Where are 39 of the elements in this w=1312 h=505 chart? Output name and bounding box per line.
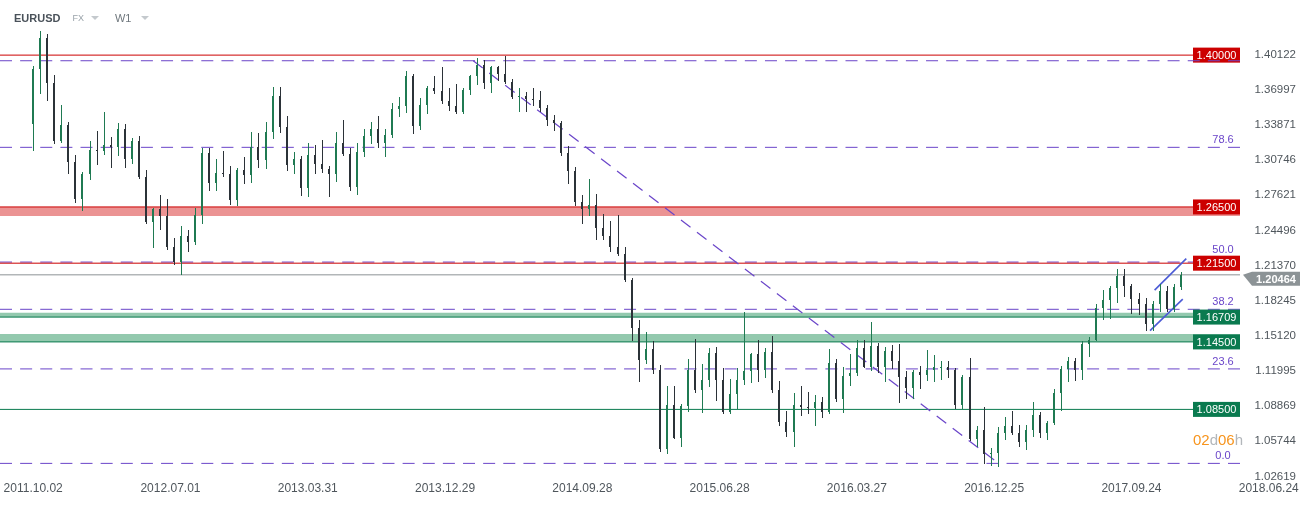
annotation: 50.0 [1212,242,1234,255]
x-tick-label: 2013.03.31 [277,481,339,495]
y-tick-label: 1.08869 [1254,399,1296,412]
x-tick-label: 2012.07.01 [140,481,201,495]
ref-line-label: 1.14500 [1196,335,1237,348]
x-tick-label: 2014.09.28 [552,481,613,495]
ref-line-label: 1.16709 [1196,310,1237,323]
annotation: W1 [114,12,132,24]
x-tick-label: 2018.06.24 [1238,481,1300,495]
ref-line-label: 1.40000 [1196,48,1237,61]
x-tick-label: 2011.10.02 [3,481,64,495]
y-tick-label: 1.15120 [1254,328,1296,341]
annotation: 78.6 [1212,133,1234,146]
y-tick-label: 1.40122 [1254,47,1296,60]
y-tick-label: 1.02619 [1254,469,1296,482]
ref-line-label: 1.26500 [1196,200,1237,213]
y-tick-label: 1.36997 [1254,82,1296,95]
y-tick-label: 1.05744 [1254,434,1297,447]
ref-line-label: 1.20464 [1256,272,1297,285]
x-tick-label: 2016.03.27 [826,481,888,495]
annotation: FX [72,13,84,23]
y-tick-label: 1.30746 [1254,153,1296,166]
text: EURUSD [14,12,61,24]
y-tick-label: 1.21370 [1254,258,1296,271]
y-tick-label: 1.27621 [1254,188,1296,201]
annotation: 02d06h [1192,431,1243,448]
y-tick-label: 1.11995 [1255,364,1296,377]
y-tick-label: 1.24496 [1254,223,1296,236]
x-tick-label: 2016.12.25 [964,481,1025,495]
y-tick-label: 1.18245 [1254,293,1296,306]
x-tick-label: 2017.09.24 [1101,481,1162,495]
annotation: 0.0 [1215,449,1231,462]
x-tick-label: 2015.06.28 [689,481,750,495]
ref-line-label: 1.21500 [1196,257,1237,270]
annotation: 38.2 [1212,295,1234,308]
y-tick-label: 1.33871 [1254,118,1296,131]
x-tick-label: 2013.12.29 [415,481,476,495]
ref-line-label: 1.08500 [1196,403,1237,416]
annotation: 23.6 [1212,354,1234,367]
